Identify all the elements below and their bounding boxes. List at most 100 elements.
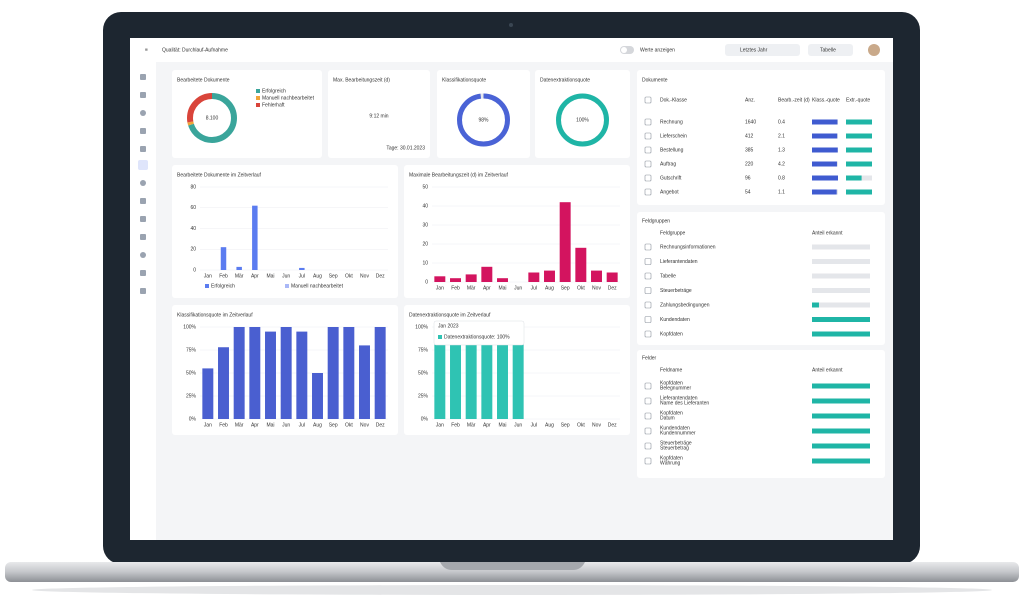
nav-icon[interactable] [140, 128, 146, 134]
checkbox[interactable] [644, 174, 652, 182]
x-tick-label: Okt [577, 422, 585, 428]
x-tick-label: Jun [282, 422, 290, 428]
row-group: Steuerbeträge [660, 440, 692, 446]
bar-fill [812, 413, 870, 419]
x-tick-label: Jul [531, 285, 537, 291]
bar [299, 267, 305, 270]
checkbox[interactable] [644, 397, 652, 405]
bar-fill [812, 147, 838, 153]
card-title: Bearbeitete Dokumente [177, 77, 230, 83]
nav-icon[interactable] [140, 216, 146, 222]
nav-icon[interactable] [140, 234, 146, 240]
x-tick-label: Mär [235, 422, 244, 428]
x-tick-label: Apr [483, 422, 491, 428]
row-name: Bestellung [660, 147, 684, 153]
x-tick-label: Jun [282, 273, 290, 279]
x-tick-label: Jan [436, 422, 444, 428]
menu-icon[interactable]: ≡ [145, 47, 148, 53]
nav-icon[interactable] [140, 146, 146, 152]
x-tick-label: Nov [592, 422, 601, 428]
x-tick-label: Mär [467, 285, 476, 291]
row-time: 1.3 [778, 147, 785, 153]
legend-swatch [256, 103, 260, 107]
chart-title: Bearbeitete Dokumente im Zeitverlauf [177, 172, 262, 178]
checkbox[interactable] [644, 96, 652, 104]
checkbox[interactable] [644, 243, 652, 251]
kpi-note: Tage: 30.01.2023 [386, 145, 425, 151]
bar-track [812, 259, 870, 264]
view-button[interactable] [808, 44, 853, 56]
row-count: 412 [745, 133, 754, 139]
y-tick-label: 100% [183, 324, 196, 330]
x-tick-label: Apr [251, 422, 259, 428]
bar [202, 368, 214, 419]
nav-icon[interactable] [140, 252, 146, 258]
bar [481, 327, 493, 419]
row-time: 4.2 [778, 161, 785, 167]
row-name: Kundendaten [660, 317, 690, 323]
checkbox[interactable] [644, 272, 652, 280]
checkbox[interactable] [644, 132, 652, 140]
checkbox[interactable] [644, 188, 652, 196]
checkbox[interactable] [644, 382, 652, 390]
x-tick-label: Aug [545, 422, 554, 428]
bar [249, 327, 261, 419]
checkbox[interactable] [644, 427, 652, 435]
row-name: Auftrag [660, 161, 676, 167]
filter-button[interactable] [725, 44, 800, 56]
row-count: 96 [745, 175, 751, 181]
nav-icon[interactable] [140, 180, 146, 186]
row-group: Kundendaten [660, 425, 690, 431]
checkbox[interactable] [644, 160, 652, 168]
checkbox[interactable] [644, 316, 652, 323]
bar-fill [846, 189, 872, 195]
checkbox[interactable] [644, 118, 652, 126]
card-title: Klassifikationsquote [442, 77, 486, 83]
camera [509, 23, 513, 27]
checkbox[interactable] [644, 258, 652, 265]
chart-title: Maximale Bearbeitungszeit (d) im Zeitver… [409, 172, 509, 178]
bar [559, 202, 571, 282]
x-tick-label: Jan [436, 285, 444, 291]
x-tick-label: Jul [299, 422, 305, 428]
x-tick-label: Okt [577, 285, 585, 291]
checkbox[interactable] [644, 301, 652, 309]
checkbox[interactable] [644, 287, 652, 294]
checkbox[interactable] [644, 457, 652, 465]
bar [252, 205, 258, 270]
avatar[interactable] [868, 44, 880, 56]
row-name: Belegnummer [660, 385, 691, 391]
row-count: 54 [745, 189, 751, 195]
nav-icon[interactable] [140, 270, 146, 276]
row-name: Gutschrift [660, 175, 682, 181]
x-tick-label: Jan [204, 273, 212, 279]
nav-icon[interactable] [140, 198, 146, 204]
row-time: 0.4 [778, 119, 785, 125]
x-tick-label: Dez [608, 285, 617, 291]
checkbox[interactable] [644, 412, 652, 420]
x-tick-label: Jun [514, 422, 522, 428]
column-header: Feldgruppe [660, 230, 686, 236]
chart-title: Klassifikationsquote im Zeitverlauf [177, 312, 253, 318]
x-tick-label: Feb [451, 285, 460, 291]
x-tick-label: Aug [313, 422, 322, 428]
laptop-base [5, 562, 1019, 582]
y-tick-label: 20 [422, 241, 428, 247]
nav-icon[interactable] [140, 92, 146, 98]
checkbox[interactable] [644, 146, 652, 154]
checkbox[interactable] [644, 330, 652, 338]
row-name: Kundennummer [660, 430, 696, 436]
checkbox[interactable] [644, 442, 652, 450]
x-tick-label: Feb [219, 273, 228, 279]
row-count: 1640 [745, 119, 756, 125]
row-name: Kopfdaten [660, 331, 683, 337]
nav-icon[interactable] [140, 110, 146, 116]
nav-icon[interactable] [140, 74, 146, 80]
y-tick-label: 100% [415, 324, 428, 330]
y-tick-label: 20 [190, 247, 196, 253]
nav-icon[interactable] [140, 288, 146, 294]
bar [434, 276, 446, 282]
nav-icon-active[interactable] [138, 160, 148, 170]
y-tick-label: 40 [422, 203, 428, 209]
